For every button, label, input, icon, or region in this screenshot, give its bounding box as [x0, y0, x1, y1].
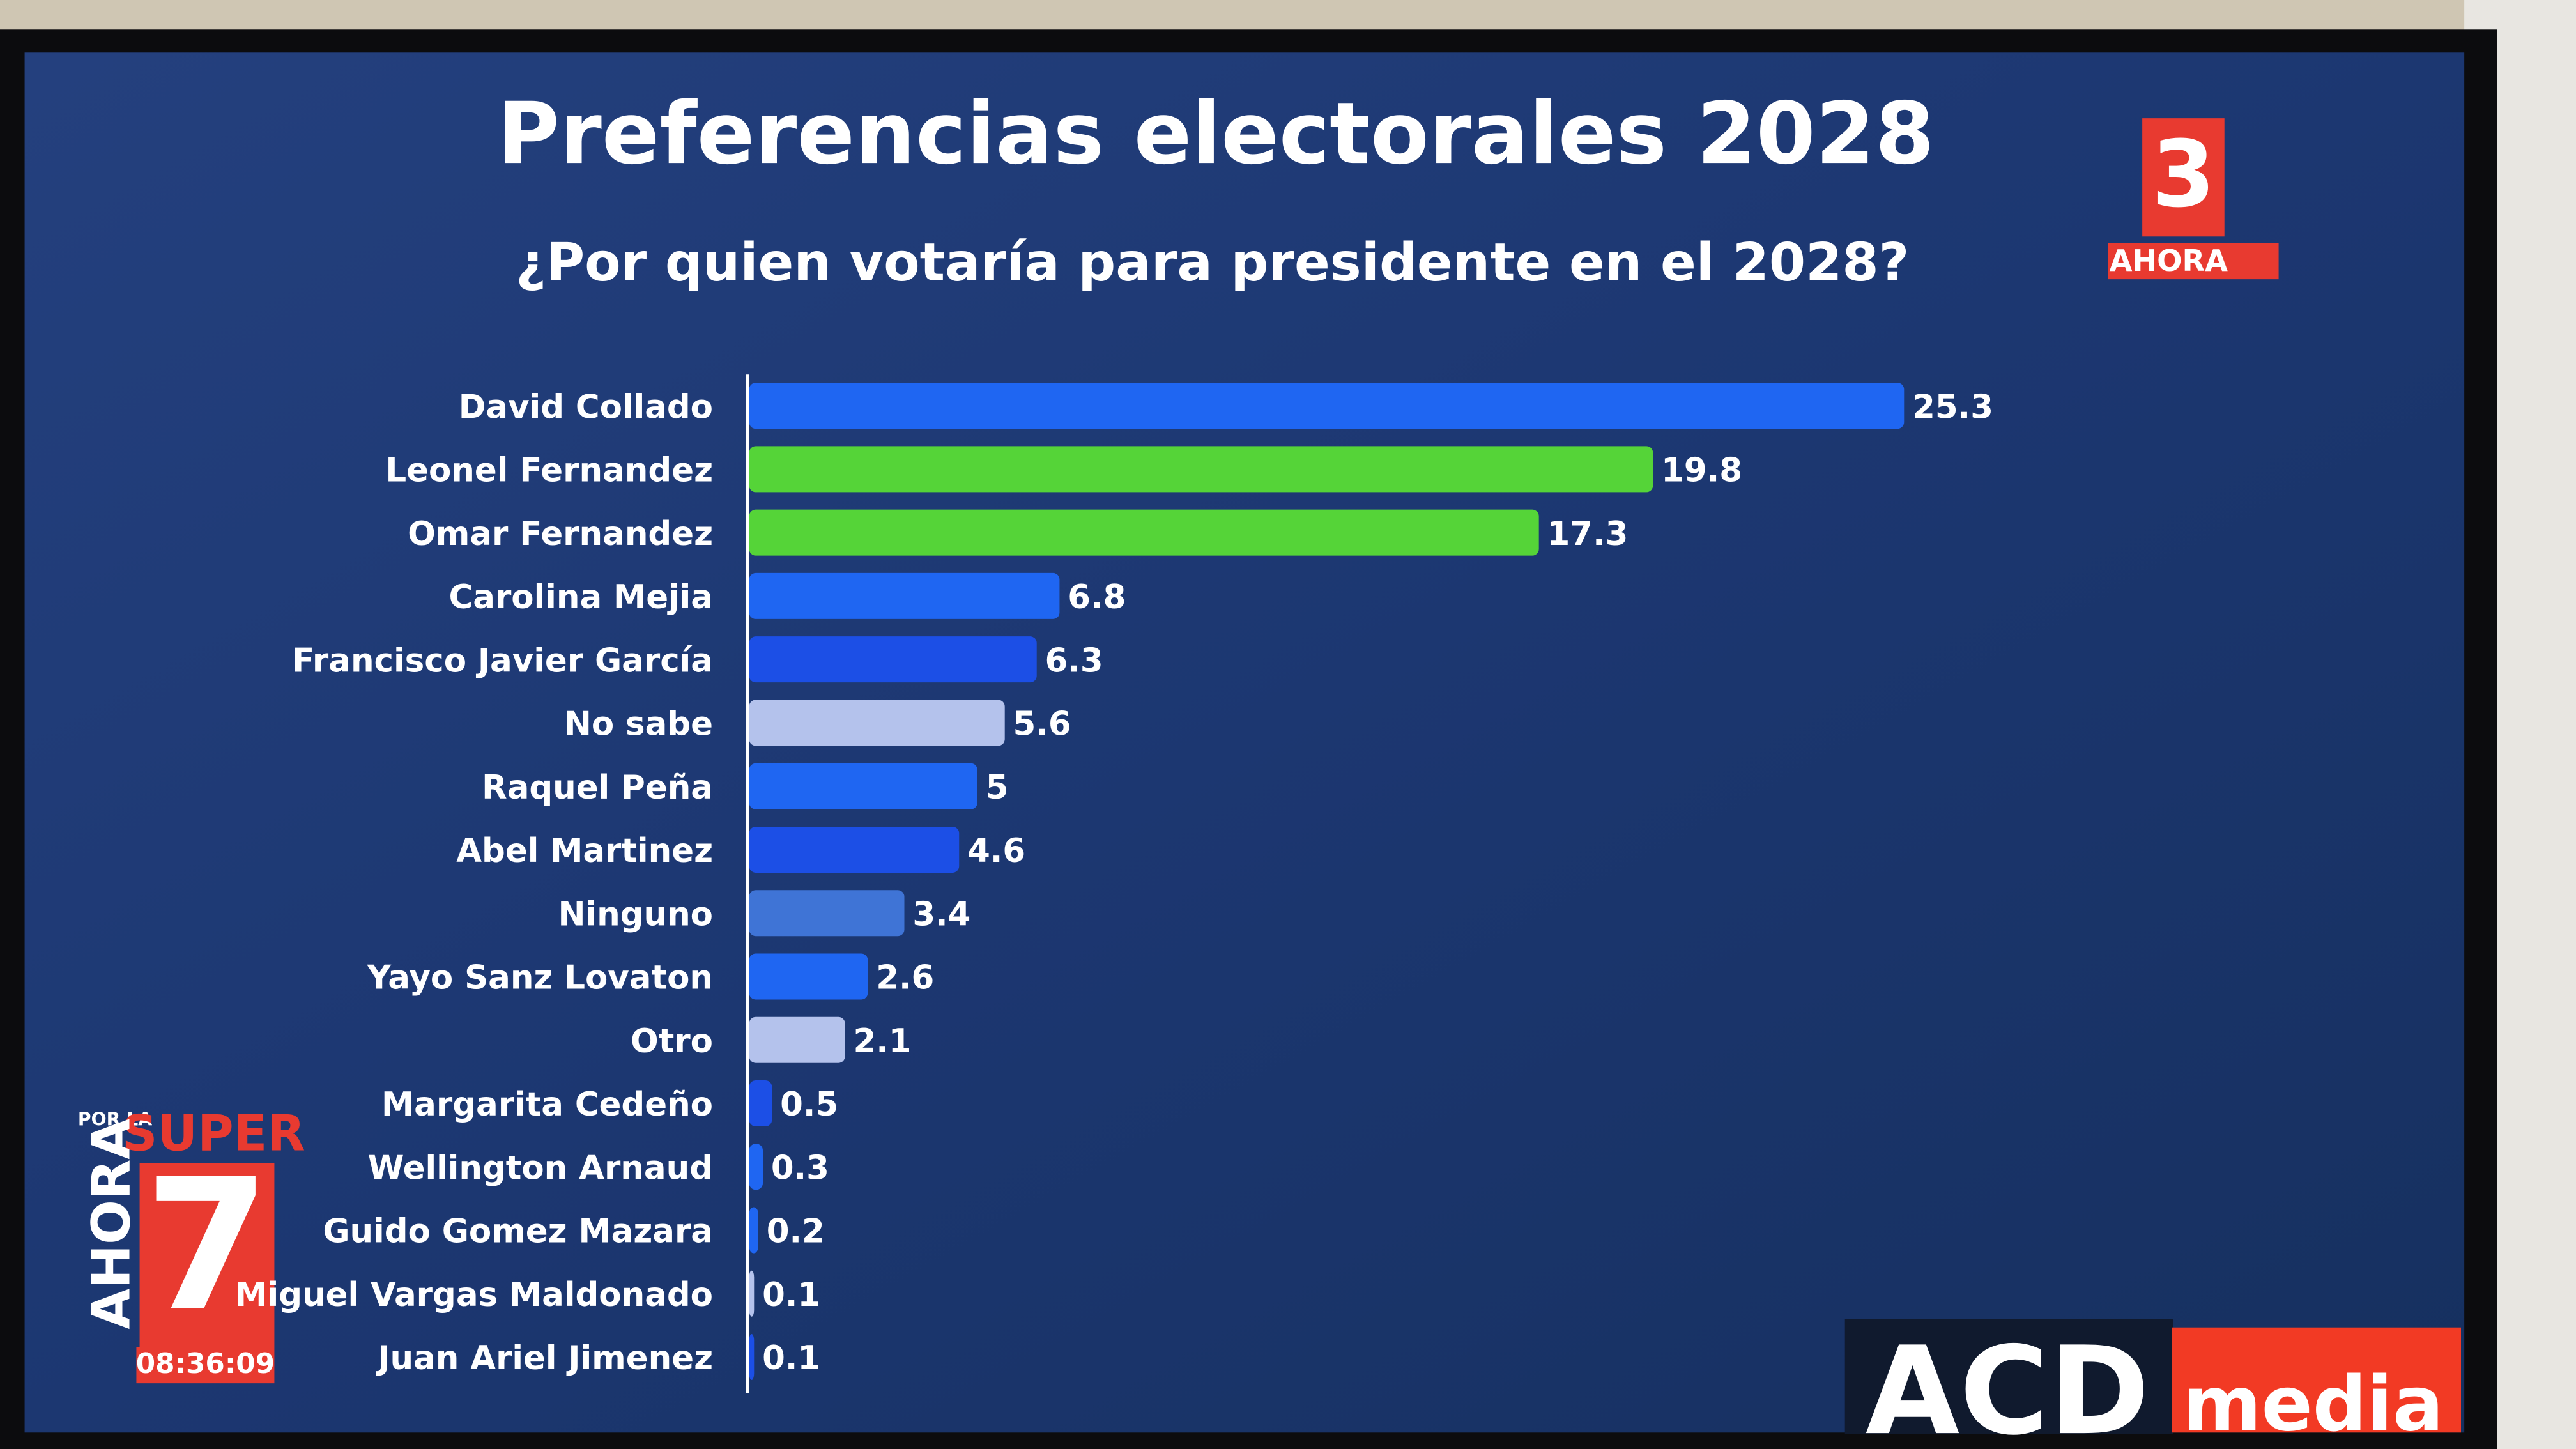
bar [749, 1080, 772, 1126]
value-label: 2.6 [876, 959, 934, 997]
category-label: Miguel Vargas Maldonado [234, 1276, 713, 1314]
value-label: 6.3 [1045, 641, 1103, 680]
bar [749, 383, 1905, 429]
bar [749, 1016, 845, 1063]
category-label: Guido Gomez Mazara [323, 1213, 713, 1251]
show-side: AHORA [81, 1119, 142, 1330]
bar [749, 509, 1539, 556]
brand-box [1844, 1319, 2174, 1434]
category-label: Otro [631, 1022, 713, 1061]
value-label: 0.5 [780, 1085, 838, 1124]
category-label: Raquel Peña [482, 769, 713, 807]
bar [749, 700, 1005, 746]
value-label: 0.1 [762, 1276, 820, 1314]
value-label: 0.3 [771, 1149, 829, 1187]
value-label: 6.8 [1068, 578, 1126, 617]
chart-subtitle: ¿Por quien votaría para presidente en el… [516, 233, 1909, 293]
value-label: 4.6 [967, 832, 1025, 870]
category-label: Yayo Sanz Lovaton [367, 959, 713, 997]
bar [749, 636, 1037, 683]
bar [749, 572, 1060, 619]
value-label: 0.2 [767, 1213, 825, 1251]
show-name: SUPER [122, 1105, 305, 1162]
bar [749, 1270, 755, 1317]
bar [749, 1334, 755, 1380]
category-label: Francisco Javier García [292, 641, 713, 680]
category-label: Juan Ariel Jimenez [376, 1339, 713, 1377]
brand-text: ACD [1866, 1320, 2150, 1449]
category-label: Ninguno [558, 895, 713, 933]
bar [749, 1207, 758, 1254]
category-label: Leonel Fernandez [385, 452, 713, 490]
chart-title: Preferencias electorales 2028 [497, 84, 1935, 183]
brand-text-2: media [2182, 1360, 2443, 1448]
bar [749, 826, 960, 873]
brand-logo: ACD media [1844, 1319, 2461, 1449]
show-logo: POR LA SUPER 7 AHORA 08:36:09 [78, 1105, 305, 1384]
value-label: 5 [986, 769, 1009, 807]
show-number: 7 [144, 1140, 270, 1351]
clock-box [136, 1347, 275, 1384]
screen [24, 52, 2465, 1433]
show-prefix: POR LA [78, 1109, 152, 1130]
channel-logo: 3 AHORA [2108, 118, 2279, 280]
bar [749, 953, 868, 1000]
bar [749, 890, 905, 937]
category-label: Wellington Arnaud [368, 1149, 713, 1187]
brand-box-2 [2172, 1327, 2461, 1433]
logo-number: 3 [2151, 120, 2215, 227]
category-label: David Collado [459, 388, 713, 426]
bar [749, 763, 977, 809]
value-label: 5.6 [1013, 705, 1071, 744]
value-label: 25.3 [1912, 388, 1993, 426]
logo-bar [2108, 243, 2279, 280]
value-label: 17.3 [1547, 515, 1629, 553]
value-label: 19.8 [1661, 452, 1742, 490]
value-label: 0.1 [762, 1339, 820, 1377]
value-label: 2.1 [853, 1022, 911, 1061]
logo-name: AHORA [2110, 243, 2228, 278]
show-box [139, 1163, 275, 1347]
category-label: Carolina Mejia [449, 578, 713, 617]
clock: 08:36:09 [136, 1347, 275, 1380]
category-label: No sabe [564, 705, 713, 744]
category-label: Omar Fernandez [408, 515, 713, 553]
bar [749, 1144, 763, 1190]
category-label: Abel Martinez [456, 832, 713, 870]
value-label: 3.4 [912, 895, 970, 933]
bar [749, 446, 1653, 493]
logo-box [2142, 118, 2225, 237]
category-label: Margarita Cedeño [381, 1085, 713, 1124]
